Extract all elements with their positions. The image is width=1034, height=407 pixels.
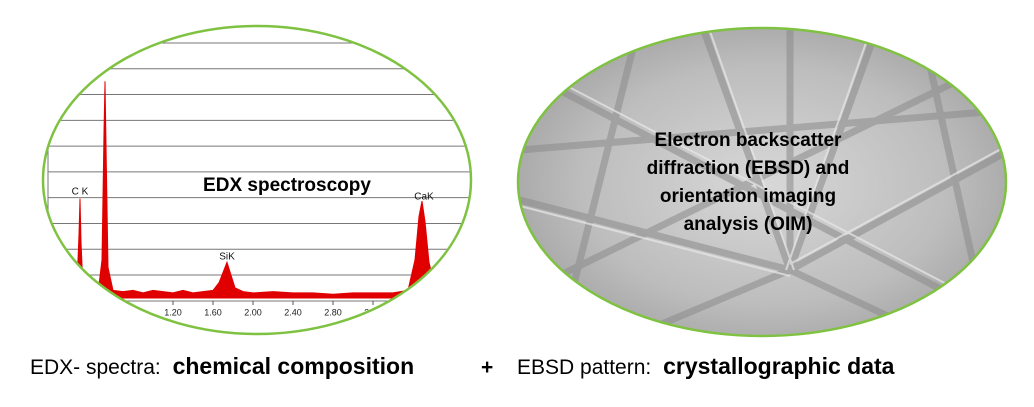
kikuchi-lines bbox=[519, 28, 1006, 315]
ebsd-label: orientation imaging bbox=[660, 186, 836, 207]
edx-frame bbox=[41, 24, 473, 336]
ebsd-frame bbox=[516, 26, 1008, 338]
plot-background bbox=[43, 26, 471, 334]
x-tick-label: 2.00 bbox=[244, 307, 262, 317]
ebsd-panel bbox=[518, 28, 1006, 336]
x-tick-label: 1.20 bbox=[164, 307, 182, 317]
caption: EDX- spectra: chemical composition + EBS… bbox=[30, 353, 895, 379]
ebsd-label: analysis (OIM) bbox=[684, 214, 813, 235]
peak-label: SiK bbox=[219, 252, 235, 263]
ebsd-label: diffraction (EBSD) and bbox=[647, 158, 850, 179]
x-tick-label: 1.60 bbox=[204, 307, 222, 317]
caption-plus: + bbox=[481, 356, 493, 379]
chart-title: EDX spectroscopy bbox=[203, 175, 371, 196]
caption-left-prefix: EDX- spectra: bbox=[30, 356, 161, 379]
caption-left-bold: chemical composition bbox=[173, 353, 415, 379]
peak-label: C K bbox=[72, 187, 89, 198]
ebsd-label: Electron backscatter bbox=[655, 130, 843, 151]
caption-right-prefix: EBSD pattern: bbox=[517, 356, 651, 379]
x-tick-label: 2.80 bbox=[324, 307, 342, 317]
x-tick-label: 2.40 bbox=[284, 307, 302, 317]
caption-right-bold: crystallographic data bbox=[663, 353, 895, 379]
x-tick-label: 3.60 bbox=[404, 307, 422, 317]
peak-label: CaK bbox=[414, 192, 434, 203]
